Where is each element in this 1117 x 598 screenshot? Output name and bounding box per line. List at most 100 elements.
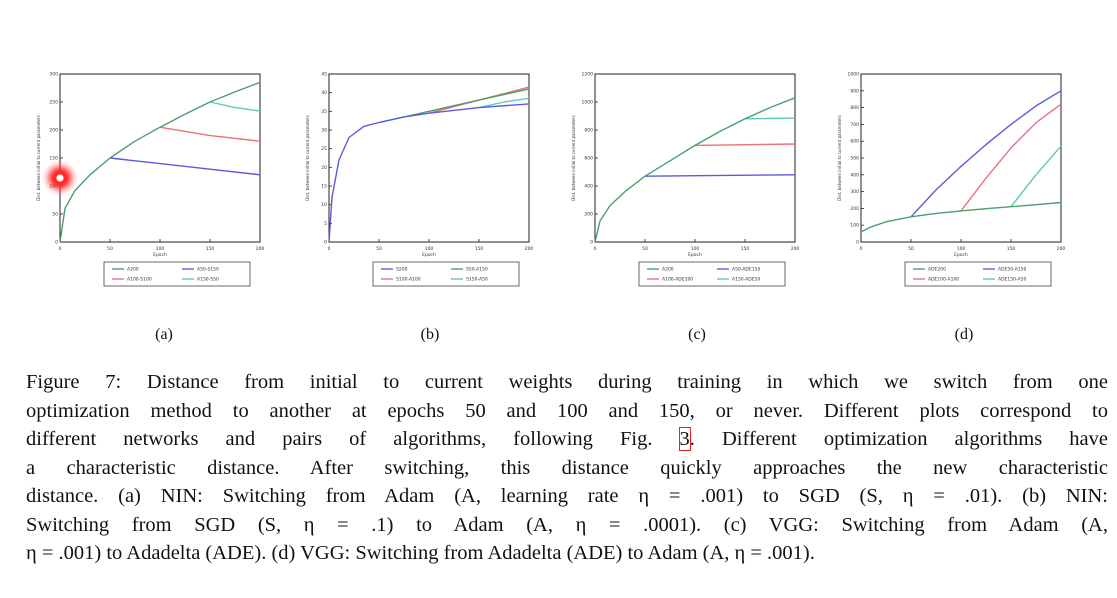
series-line-S150-A50 — [478, 97, 530, 109]
legend-entry: A150-ADE50 — [732, 277, 760, 283]
plot-frame — [59, 73, 261, 243]
series-line-A100-S100 — [159, 126, 261, 142]
plot-frame — [860, 73, 1062, 243]
chart-d: 0 50 100 150 200 0 100 200 300 400 500 600 700 800 900… — [837, 72, 1065, 287]
legend-entry: A50-ADE150 — [732, 267, 760, 273]
y-tick-label: 35 — [321, 109, 327, 115]
series-line-ADE50-A150 — [910, 90, 1062, 218]
legend-entry: A200 — [662, 267, 674, 273]
y-tick-label: 300 — [850, 189, 859, 195]
chart-b: 0 50 100 150 200 0 5 10 15 20 25 30 35 40 45 Epoch Dist.… — [305, 72, 534, 287]
caption-line-7: η = .001) to Adadelta (ADE). (d) VGG: Sw… — [26, 542, 815, 564]
legend-entry: ADE200 — [928, 267, 946, 273]
x-tick-label: 100 — [156, 246, 165, 252]
x-tick-label: 50 — [107, 246, 113, 252]
y-tick-label: 1000 — [582, 100, 594, 106]
y-tick-label: 300 — [49, 72, 58, 78]
cursor-pointer-icon — [42, 160, 78, 196]
x-tick-label: 50 — [908, 246, 914, 252]
legend-box — [372, 261, 520, 287]
x-tick-label: 100 — [691, 246, 700, 252]
caption-line-5: distance. (a) NIN: Switching from Adam (… — [26, 485, 1108, 507]
caption-prefix: Figure 7: — [26, 371, 122, 393]
caption-line-6: Switching from SGD (S, η = .1) to Adam (… — [26, 513, 1108, 536]
series-line-ADE100-A100 — [960, 103, 1062, 212]
x-tick-label: 200 — [525, 246, 534, 252]
y-axis-label: Dist. between initial to current paramet… — [571, 115, 576, 200]
x-tick-label: 150 — [741, 246, 750, 252]
caption-line-3: different networks and pairs of algorith… — [26, 425, 1108, 454]
y-tick-label: 30 — [321, 128, 327, 134]
series-line-ADE200 — [860, 201, 1062, 233]
y-tick-label: 200 — [850, 206, 859, 212]
y-tick-label: 400 — [584, 184, 593, 190]
series-line-A100-ADE100 — [694, 143, 796, 147]
y-tick-label: 0 — [55, 240, 58, 246]
legend-box — [638, 261, 786, 287]
x-tick-label: 100 — [957, 246, 966, 252]
legend-entry: ADE100-A100 — [928, 277, 959, 283]
y-tick-label: 20 — [321, 165, 327, 171]
y-tick-label: 25 — [321, 146, 327, 152]
subfigure-label-d: (d) — [954, 326, 974, 343]
x-tick-label: 0 — [594, 246, 597, 252]
caption-line-3-head: different networks and pairs of algorith… — [26, 428, 680, 450]
subfigure-label-a: (a) — [155, 326, 173, 343]
y-tick-label: 1000 — [848, 72, 860, 78]
y-tick-label: 0 — [324, 240, 327, 246]
x-axis-label: Epoch — [422, 252, 436, 258]
y-tick-label: 600 — [850, 139, 859, 145]
figure-reference-link[interactable]: 3 — [678, 427, 691, 451]
series-line-A50-S150 — [109, 157, 261, 176]
y-tick-label: 200 — [584, 212, 593, 218]
x-tick-label: 200 — [791, 246, 800, 252]
x-tick-label: 150 — [206, 246, 215, 252]
x-tick-label: 50 — [642, 246, 648, 252]
legend-entry: ADE150-A50 — [998, 277, 1026, 283]
y-tick-label: 200 — [49, 128, 58, 134]
y-axis-label: Dist. between initial to current paramet… — [837, 115, 842, 200]
x-tick-label: 0 — [328, 246, 331, 252]
y-tick-label: 1200 — [582, 72, 594, 78]
series-line-S200 — [328, 103, 530, 243]
y-tick-label: 800 — [850, 105, 859, 111]
caption-line-4: a characteristic distance. After switchi… — [26, 456, 1108, 479]
x-tick-label: 50 — [376, 246, 382, 252]
x-axis-label: Epoch — [954, 252, 968, 258]
legend-box — [904, 261, 1052, 287]
legend-entry: S100-A100 — [396, 277, 421, 283]
x-tick-label: 200 — [256, 246, 265, 252]
y-tick-label: 50 — [52, 212, 58, 218]
chart-a: 050100150200050100150200250300EpochDist.… — [36, 72, 265, 287]
series-line-A50-ADE150 — [644, 174, 796, 177]
y-tick-label: 900 — [850, 88, 859, 94]
y-tick-label: 45 — [321, 72, 327, 78]
y-tick-label: 40 — [321, 90, 327, 96]
x-tick-label: 0 — [59, 246, 62, 252]
y-tick-label: 500 — [850, 156, 859, 162]
legend-entry: A100-S100 — [127, 277, 152, 283]
x-tick-label: 100 — [425, 246, 434, 252]
series-line-ADE150-A50 — [1010, 145, 1062, 208]
y-tick-label: 5 — [324, 221, 327, 227]
y-tick-label: 600 — [584, 156, 593, 162]
y-tick-label: 250 — [49, 100, 58, 106]
x-tick-label: 150 — [475, 246, 484, 252]
x-tick-label: 0 — [860, 246, 863, 252]
legend-entry: A150-S50 — [197, 277, 219, 283]
caption-line-1: Figure 7: Distance from initial to curre… — [26, 368, 1108, 397]
subfigure-label-b: (b) — [420, 326, 440, 343]
figure-caption: Figure 7: Distance from initial to curre… — [26, 368, 1108, 568]
y-axis-label: Dist. between initial to current paramet… — [36, 115, 41, 200]
y-tick-label: 100 — [850, 223, 859, 229]
chart-c: 0 50 100 150 200 0 200 400 600 800 1000 1200 Epoch Di… — [571, 72, 800, 287]
y-tick-label: 10 — [321, 202, 327, 208]
legend-entry: S50-A150 — [466, 267, 488, 273]
caption-line-2: optimization method to another at epochs… — [26, 399, 1108, 422]
x-tick-label: 150 — [1007, 246, 1016, 252]
caption-line-3-tail: . Different optimization algorithms have — [689, 428, 1108, 450]
legend-box — [103, 261, 251, 287]
y-axis-label: Dist. between initial to current paramet… — [305, 115, 310, 200]
y-tick-label: 15 — [321, 184, 327, 190]
caption-line-1-text: Distance from initial to current weights… — [121, 371, 1108, 393]
